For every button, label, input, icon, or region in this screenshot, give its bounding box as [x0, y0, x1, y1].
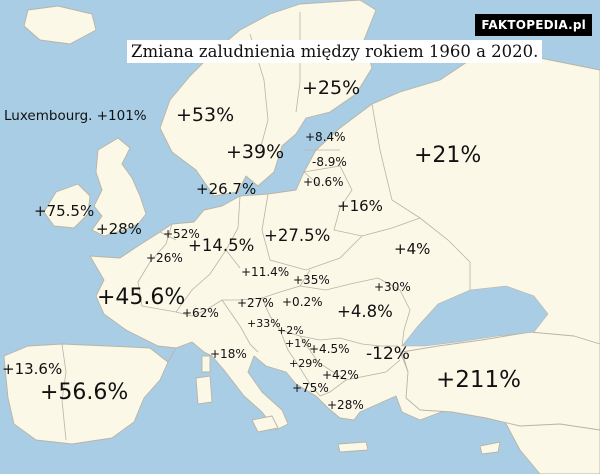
turkey-label: +211%	[436, 367, 522, 393]
sardinia-land	[195, 375, 213, 405]
serbia-label: +4.5%	[309, 342, 350, 356]
portugal-label: +13.6%	[2, 360, 63, 378]
switzerland-label: +62%	[182, 306, 219, 320]
bosnia-label: +1%	[285, 337, 312, 350]
country-borders	[61, 12, 471, 441]
macedonia-label: +42%	[322, 368, 359, 382]
ireland-label: +75.5%	[34, 202, 95, 220]
greece-label: +28%	[327, 398, 364, 412]
italy-label: +18%	[210, 347, 247, 361]
iberia-land	[3, 343, 169, 445]
croatia-label: +2%	[277, 324, 304, 337]
netherlands-label: +52%	[163, 227, 200, 241]
map-title: Zmiana zaludnienia między rokiem 1960 a …	[127, 40, 543, 63]
czechia-label: +11.4%	[241, 265, 290, 279]
spain-label: +56.6%	[40, 380, 129, 405]
brand-badge: FAKTOPEDIA.pl	[475, 14, 592, 36]
uk-label: +28%	[96, 220, 142, 238]
albania-label: +75%	[292, 381, 329, 395]
black-sea	[401, 285, 549, 347]
belarus-label: +16%	[337, 197, 383, 215]
latvia-label: -8.9%	[312, 155, 347, 169]
ireland-land	[43, 183, 91, 229]
bulgaria-label: -12%	[366, 344, 410, 364]
montenegro-label: +29%	[289, 357, 323, 370]
great-britain-land	[91, 137, 147, 237]
france-label: +45.6%	[97, 285, 186, 310]
turkey-land	[401, 331, 600, 431]
crete-land	[337, 441, 369, 453]
estonia-label: +8.4%	[305, 130, 346, 144]
finland-label: +25%	[302, 77, 361, 99]
corsica-land	[201, 355, 211, 373]
moldova-label: +30%	[374, 280, 411, 294]
slovakia-label: +35%	[293, 273, 330, 287]
slovenia-label: +33%	[247, 317, 281, 330]
poland-label: +27.5%	[264, 226, 331, 245]
cyprus-land	[479, 441, 501, 455]
austria-label: +27%	[237, 296, 274, 310]
sicily-land	[251, 415, 279, 433]
belgium-label: +26%	[146, 251, 183, 265]
hungary-label: +0.2%	[282, 295, 323, 309]
iceland-land	[23, 5, 97, 45]
russia-label: +21%	[414, 143, 482, 168]
ukraine-label: +4%	[394, 240, 431, 258]
lithuania-label: +0.6%	[303, 175, 344, 189]
denmark-label: +26.7%	[196, 180, 257, 198]
germany-label: +14.5%	[188, 236, 255, 255]
luxembourg-note: Luxembourg. +101%	[4, 108, 147, 124]
sweden-label: +53%	[176, 104, 235, 126]
romania-label: +4.8%	[337, 302, 393, 321]
norway-label: +39%	[226, 141, 285, 163]
